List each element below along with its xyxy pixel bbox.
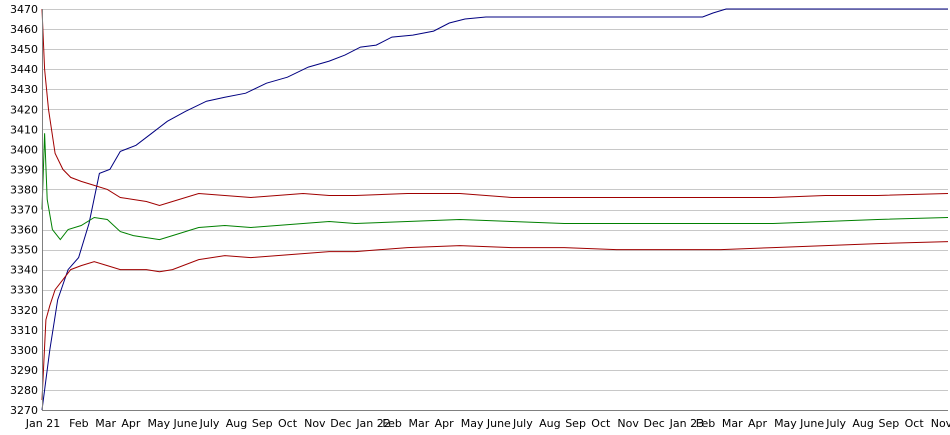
- x-tick-label: Sep: [252, 417, 273, 430]
- series-line-4: [41, 241, 949, 401]
- x-tick-label: Feb: [382, 417, 401, 430]
- x-tick-label: July: [825, 417, 846, 430]
- x-tick-label: July: [199, 417, 220, 430]
- y-tick-label: 3380: [10, 183, 38, 196]
- x-tick-label: May: [461, 417, 484, 430]
- x-tick-label: Jan 21: [25, 417, 60, 430]
- x-tick-label: Apr: [748, 417, 768, 430]
- x-tick-label: Feb: [696, 417, 715, 430]
- y-tick-label: 3270: [10, 404, 38, 417]
- y-tick-label: 3470: [10, 3, 38, 16]
- x-tick-label: June: [173, 417, 198, 430]
- x-tick-label: Jan 22: [355, 417, 390, 430]
- x-tick-label: Mar: [409, 417, 430, 430]
- y-tick-label: 3460: [10, 23, 38, 36]
- x-tick-label: June: [799, 417, 824, 430]
- y-tick-label: 3370: [10, 204, 38, 217]
- series-line-3: [41, 133, 949, 241]
- x-tick-label: Sep: [565, 417, 586, 430]
- series-lines: [41, 8, 949, 411]
- x-tick-label: Nov: [617, 417, 639, 430]
- y-tick-label: 3430: [10, 83, 38, 96]
- x-tick-label: Oct: [905, 417, 925, 430]
- grid-lines: [42, 9, 948, 411]
- y-tick-label: 3400: [10, 143, 38, 156]
- series-line-2: [41, 8, 949, 207]
- x-tick-label: Jan 23: [669, 417, 704, 430]
- x-tick-label: Feb: [69, 417, 88, 430]
- x-tick-label: Nov: [931, 417, 950, 430]
- x-tick-label: Dec: [644, 417, 665, 430]
- x-tick-label: Aug: [852, 417, 873, 430]
- y-tick-label: 3450: [10, 43, 38, 56]
- y-tick-label: 3350: [10, 244, 38, 257]
- x-tick-label: Oct: [591, 417, 611, 430]
- x-tick-label: May: [774, 417, 797, 430]
- y-tick-label: 3290: [10, 364, 38, 377]
- x-tick-label: Aug: [539, 417, 560, 430]
- y-tick-label: 3280: [10, 384, 38, 397]
- x-tick-label: Mar: [95, 417, 116, 430]
- x-tick-label: Sep: [879, 417, 900, 430]
- y-tick-label: 3330: [10, 284, 38, 297]
- x-tick-label: Apr: [435, 417, 455, 430]
- y-axis-tick-labels: 3270 3280 3290 3300 3310 3320 3330 3340 3350 3360…: [10, 3, 38, 417]
- x-tick-label: June: [486, 417, 511, 430]
- x-tick-label: Nov: [304, 417, 326, 430]
- x-tick-label: Dec: [330, 417, 351, 430]
- series-line-1: [41, 8, 948, 411]
- y-tick-label: 3310: [10, 324, 38, 337]
- y-tick-label: 3440: [10, 63, 38, 76]
- x-tick-label: Mar: [722, 417, 743, 430]
- y-tick-label: 3340: [10, 264, 38, 277]
- x-axis-tick-labels: Jan 21 Feb Mar Apr May June July Aug Sep Oct Nov De…: [25, 417, 950, 430]
- x-tick-label: Oct: [278, 417, 298, 430]
- y-tick-label: 3390: [10, 163, 38, 176]
- x-tick-label: Apr: [121, 417, 141, 430]
- x-tick-label: July: [512, 417, 533, 430]
- y-tick-label: 3360: [10, 224, 38, 237]
- y-tick-label: 3320: [10, 304, 38, 317]
- x-tick-label: May: [147, 417, 170, 430]
- x-tick-label: Aug: [226, 417, 247, 430]
- y-tick-label: 3410: [10, 123, 38, 136]
- y-tick-label: 3300: [10, 344, 38, 357]
- y-tick-label: 3420: [10, 103, 38, 116]
